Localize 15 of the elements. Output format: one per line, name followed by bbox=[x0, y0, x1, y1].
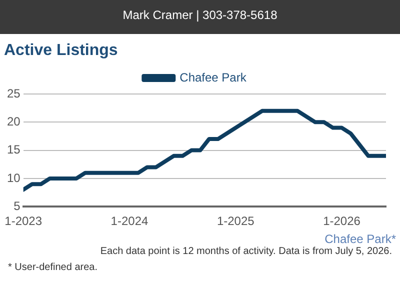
x-tick-label: 1-2025 bbox=[216, 214, 255, 228]
x-tick-label: 1-2026 bbox=[323, 214, 361, 228]
x-tick-label: 1-2024 bbox=[110, 214, 148, 228]
y-tick-label: 10 bbox=[6, 170, 21, 185]
chart-subtitle: Mark Cramer | 303-378-5618 bbox=[0, 0, 400, 34]
y-tick-label: 5 bbox=[14, 198, 21, 213]
x-tick-label: 1-2023 bbox=[4, 214, 42, 228]
text: Chafee Park* bbox=[324, 232, 397, 246]
legend-label: Chafee Park bbox=[180, 70, 248, 84]
text: * User-defined area. bbox=[7, 261, 98, 275]
text: Each data point is 12 months of activity. Data is from July 5, 2026. bbox=[99, 246, 393, 259]
y-tick-label: 15 bbox=[6, 142, 21, 157]
chart-title: Active Listings bbox=[3, 41, 119, 61]
y-tick-label: 20 bbox=[6, 114, 21, 128]
y-tick-label: 25 bbox=[6, 86, 21, 100]
